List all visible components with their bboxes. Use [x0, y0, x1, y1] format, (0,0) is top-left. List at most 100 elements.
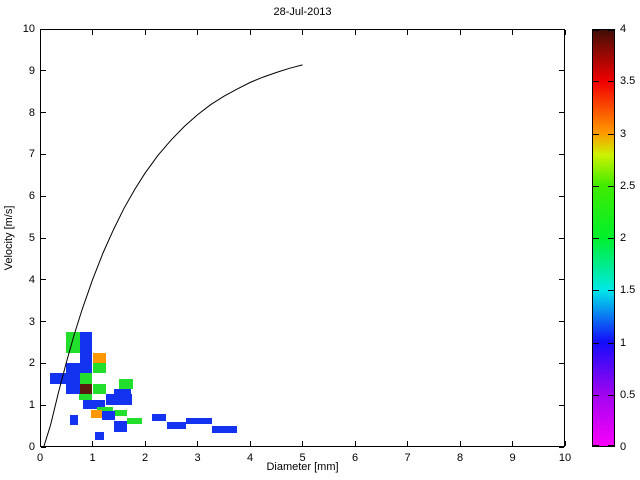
x-tick-label: 2 — [141, 452, 149, 464]
x-axis-tick — [407, 441, 408, 446]
y-axis-tick-right — [559, 321, 564, 323]
heatmap-cell — [113, 410, 127, 416]
y-axis-tick-right — [559, 153, 564, 155]
x-axis-tick-top — [459, 30, 461, 35]
colorbar-tick-label: 1 — [620, 336, 627, 349]
heatmap-cell — [92, 363, 107, 374]
y-tick-label: 10 — [22, 23, 35, 35]
y-axis-tick-right — [559, 362, 564, 364]
y-axis-tick-right — [559, 404, 564, 406]
x-axis-tick — [197, 441, 198, 446]
x-axis-tick-top — [92, 30, 93, 35]
colorbar-tick — [608, 81, 614, 83]
colorbar-tick-left — [593, 394, 599, 396]
heatmap-cell — [70, 414, 78, 425]
colorbar-tick — [608, 342, 614, 344]
x-tick-label: 10 — [558, 452, 572, 464]
x-tick-label: 9 — [509, 452, 516, 464]
colorbar-tick-label: 3.5 — [620, 75, 636, 88]
heatmap-cell — [118, 379, 134, 390]
y-axis-tick-right — [559, 237, 564, 239]
y-axis-tick-right — [559, 28, 564, 30]
x-axis-tick-top — [564, 30, 566, 35]
chart-title: 28-Jul-2013 — [273, 6, 332, 18]
x-axis-tick — [144, 441, 146, 446]
heatmap-cell — [66, 332, 80, 353]
heatmap-cell — [66, 384, 80, 395]
x-tick-label: 8 — [456, 452, 464, 464]
y-tick-label: 4 — [28, 273, 35, 286]
x-axis-tick — [249, 441, 251, 446]
colorbar-tick — [608, 394, 614, 396]
heatmap-cell — [79, 384, 93, 395]
colorbar-tick-label: 0 — [620, 441, 627, 453]
y-tick-label: 0 — [28, 441, 35, 453]
heatmap-cell — [151, 413, 166, 422]
heatmap-cell — [91, 410, 102, 418]
colorbar-tick-label: 2 — [620, 232, 627, 244]
y-axis-tick-right — [559, 112, 564, 114]
y-axis-tick — [41, 404, 46, 406]
x-axis-tick-top — [354, 30, 356, 35]
colorbar-tick — [608, 185, 614, 187]
y-tick-label: 5 — [28, 232, 35, 244]
y-axis-tick — [41, 446, 46, 448]
heatmap-cell — [92, 384, 107, 395]
y-axis-tick — [41, 28, 46, 30]
heatmap-cell — [79, 373, 93, 385]
plot-area — [40, 29, 565, 447]
y-axis-tick — [41, 195, 46, 197]
y-tick-label: 1 — [28, 399, 35, 412]
y-axis-tick — [41, 70, 46, 72]
y-axis-tick — [41, 279, 46, 281]
y-tick-label: 6 — [28, 190, 35, 203]
colorbar-tick-label: 4 — [620, 23, 627, 35]
x-axis-tick-top — [249, 30, 251, 35]
colorbar-tick-left — [593, 290, 599, 292]
y-axis-tick — [41, 153, 46, 155]
x-axis-tick-top — [512, 30, 513, 35]
x-axis-tick — [512, 441, 513, 446]
colorbar-tick — [608, 290, 614, 292]
heatmap-cell — [79, 332, 93, 374]
colorbar-tick-left — [593, 445, 599, 446]
y-axis-tick — [41, 362, 46, 364]
x-tick-label: 3 — [194, 452, 201, 464]
colorbar-tick-label: 1.5 — [620, 284, 636, 297]
colorbar-tick — [608, 133, 614, 135]
colorbar-tick-label: 2.5 — [620, 179, 636, 192]
y-axis-tick-right — [559, 279, 564, 281]
colorbar-tick-left — [593, 238, 599, 239]
heatmap-cell — [166, 422, 187, 430]
colorbar-tick-label: 3 — [620, 127, 627, 140]
x-axis-tick-top — [197, 30, 198, 35]
x-axis-tick — [39, 441, 41, 446]
heatmap-cell — [95, 431, 104, 440]
colorbar-tick — [608, 30, 614, 31]
heatmap-cell — [106, 394, 133, 406]
heatmap-cell — [66, 363, 80, 374]
x-axis-tick — [459, 441, 461, 446]
y-axis-tick — [41, 112, 46, 114]
y-tick-label: 3 — [28, 315, 35, 328]
x-tick-label: 0 — [36, 452, 44, 464]
heatmap-cell — [113, 389, 132, 395]
x-axis-tick — [354, 441, 356, 446]
y-axis-tick-right — [559, 70, 564, 72]
heatmap-cell — [101, 411, 116, 420]
x-tick-label: 1 — [89, 452, 96, 464]
y-tick-label: 9 — [28, 64, 35, 77]
heatmap-cell — [113, 421, 128, 432]
x-axis-tick — [564, 441, 566, 446]
x-axis-tick-top — [302, 30, 303, 35]
x-axis-tick-top — [39, 30, 41, 35]
colorbar-tick-left — [593, 133, 599, 135]
x-tick-label: 4 — [246, 452, 254, 464]
heatmap-cell — [186, 417, 212, 425]
y-axis-tick-right — [559, 446, 564, 448]
y-tick-label: 7 — [28, 148, 35, 161]
colorbar-tick-left — [593, 185, 599, 187]
colorbar-tick-label: 0.5 — [620, 388, 636, 401]
x-tick-label: 6 — [351, 452, 359, 464]
